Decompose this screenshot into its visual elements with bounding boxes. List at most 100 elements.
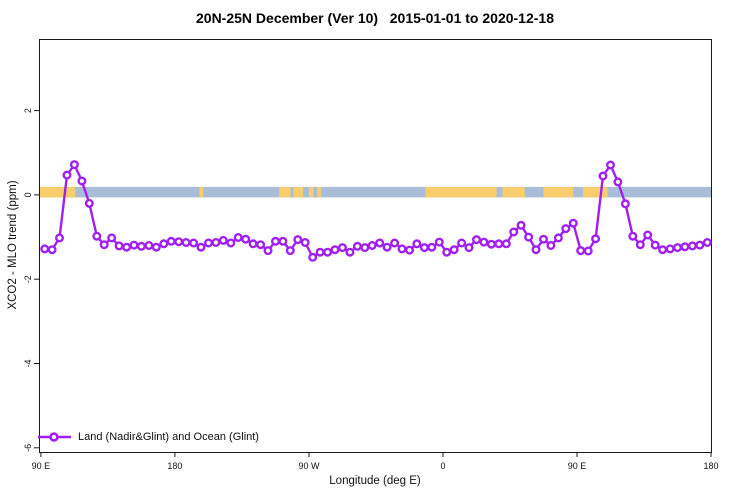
surface-band-land [279, 186, 291, 198]
data-point-marker [524, 232, 534, 242]
surface-band-land [317, 186, 321, 198]
data-point-marker [226, 238, 236, 248]
data-point-marker [680, 242, 690, 252]
data-point-marker [486, 239, 496, 249]
data-point-marker [55, 233, 65, 243]
y-tick-label: -6 [23, 444, 33, 452]
surface-band-land [425, 186, 497, 198]
x-tick-label: 180 [167, 461, 182, 471]
data-point-marker [315, 247, 325, 257]
data-point-marker [211, 237, 221, 247]
x-axis-label: Longitude (deg E) [329, 475, 421, 487]
data-point-marker [531, 245, 541, 255]
data-point-marker [114, 241, 124, 251]
data-point-marker [293, 235, 303, 245]
data-point-marker [151, 242, 161, 252]
data-point-marker [107, 233, 117, 243]
data-point-marker [442, 247, 452, 257]
data-point-marker [375, 238, 385, 248]
data-point-marker [382, 242, 392, 252]
data-point-marker [256, 240, 266, 250]
surface-band-land [543, 186, 574, 198]
data-point-marker [702, 237, 712, 247]
data-point-marker [516, 220, 526, 230]
data-point-marker [546, 240, 556, 250]
data-point-marker [449, 245, 459, 255]
data-point-marker [144, 240, 154, 250]
data-point-marker [69, 160, 79, 170]
data-point-marker [665, 244, 675, 254]
y-tick-label: -2 [23, 275, 33, 283]
data-point-marker [271, 236, 281, 246]
data-point-marker [673, 243, 683, 253]
data-point-marker [233, 232, 243, 242]
data-point-marker [583, 246, 593, 256]
data-point-marker [568, 218, 578, 228]
data-point-marker [278, 236, 288, 246]
data-point-marker [345, 247, 355, 257]
data-point-marker [390, 238, 400, 248]
data-point-marker [591, 234, 601, 244]
data-point-marker [218, 235, 228, 245]
y-tick-label: -4 [23, 359, 33, 367]
y-tick-label: 2 [23, 108, 33, 113]
x-tick-label: 90 E [568, 461, 587, 471]
y-tick-label: 0 [23, 192, 33, 197]
data-point-marker [360, 243, 370, 253]
data-point-marker [553, 233, 563, 243]
data-point-marker [472, 235, 482, 245]
data-point-marker [613, 177, 623, 187]
surface-band-land [582, 186, 608, 198]
legend-marker-icon [38, 432, 71, 442]
surface-band-ocean [39, 186, 711, 198]
data-point-marker [561, 224, 571, 234]
surface-band-land [293, 186, 303, 198]
data-point-marker [405, 245, 415, 255]
data-point-marker [658, 245, 668, 255]
data-point-marker [136, 241, 146, 251]
data-point-marker [263, 246, 273, 256]
data-point-marker [643, 230, 653, 240]
data-point-marker [40, 244, 50, 254]
data-point-marker [367, 240, 377, 250]
data-point-marker [99, 240, 109, 250]
data-point-marker [635, 240, 645, 250]
data-point-marker [695, 240, 705, 250]
data-point-marker [434, 237, 444, 247]
data-point-marker [397, 244, 407, 254]
data-point-marker [650, 240, 660, 250]
data-point-marker [62, 170, 72, 180]
legend-label: Land (Nadir&Glint) and Ocean (Glint) [78, 431, 259, 443]
data-point-marker [92, 231, 102, 241]
data-point-marker [501, 239, 511, 249]
data-point-marker [628, 231, 638, 241]
data-point-marker [464, 243, 474, 253]
data-point-marker [174, 237, 184, 247]
surface-band-land [199, 186, 204, 198]
data-point-marker [419, 243, 429, 253]
surface-band-land [502, 186, 525, 198]
data-point-marker [196, 242, 206, 252]
x-tick-label: 180 [703, 461, 718, 471]
data-point-marker [166, 236, 176, 246]
surface-band-land [309, 186, 314, 198]
data-point-marker [494, 239, 504, 249]
data-point-marker [122, 242, 132, 252]
data-point-marker [412, 239, 422, 249]
data-point-marker [539, 234, 549, 244]
data-point-marker [248, 239, 258, 249]
data-point-marker [47, 245, 57, 255]
data-point-marker [203, 238, 213, 248]
data-point-marker [181, 237, 191, 247]
plot-border [39, 39, 712, 453]
data-point-marker [308, 252, 318, 262]
data-point-marker [687, 241, 697, 251]
data-point-marker [598, 171, 608, 181]
data-point-marker [620, 199, 630, 209]
data-point-marker [285, 246, 295, 256]
data-point-marker [323, 247, 333, 257]
data-point-marker [189, 238, 199, 248]
chart-title: 20N-25N December (Ver 10) 2015-01-01 to … [196, 10, 554, 26]
